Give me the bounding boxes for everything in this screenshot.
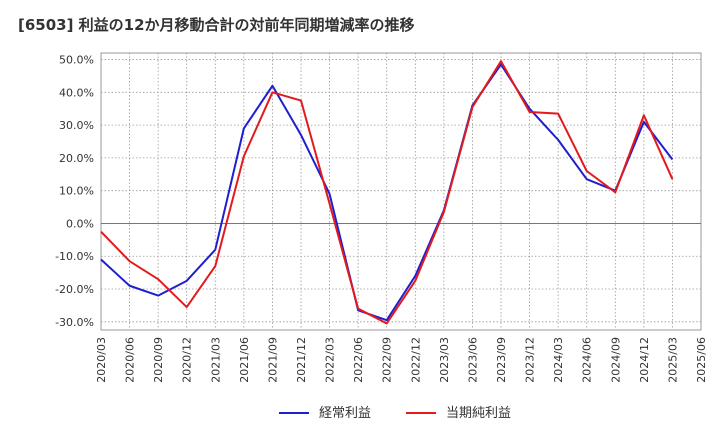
- legend-label-1: 経常利益: [319, 406, 371, 421]
- y-tick-label: 20.0%: [59, 152, 94, 165]
- series-layer: [100, 60, 674, 325]
- x-tick-label: 2021/06: [238, 337, 251, 383]
- y-tick-label: -30.0%: [55, 316, 94, 329]
- grid-layer: [100, 52, 702, 331]
- x-tick-label: 2023/03: [438, 337, 451, 383]
- axis-layer: -30.0% -20.0% -10.0% 0.0% 10.0% 20.0% 30.0% 40.…: [55, 54, 708, 383]
- x-tick-label: 2022/09: [381, 337, 394, 383]
- x-tick-label: 2025/03: [666, 337, 679, 383]
- x-tick-label: 2024/12: [638, 337, 651, 383]
- y-tick-label: -10.0%: [55, 250, 94, 263]
- y-tick-label: 50.0%: [59, 54, 94, 67]
- x-tick-label: 2022/06: [352, 337, 365, 383]
- legend-label-2: 当期純利益: [446, 406, 511, 421]
- chart-title: [6503] 利益の12か月移動合計の対前年同期増減率の推移: [18, 16, 415, 34]
- x-tick-label: 2021/03: [209, 337, 222, 383]
- x-tick-label: 2021/09: [266, 337, 279, 383]
- x-tick-label: 2020/06: [124, 337, 137, 383]
- x-tick-label: 2023/06: [466, 337, 479, 383]
- series-line-2: [100, 60, 674, 325]
- x-tick-label: 2024/06: [581, 337, 594, 383]
- y-tick-label: 30.0%: [59, 119, 94, 132]
- y-tick-label: -20.0%: [55, 283, 94, 296]
- x-tick-label: 2024/03: [552, 337, 565, 383]
- x-tick-label: 2025/06: [695, 337, 708, 383]
- x-tick-label: 2022/03: [324, 337, 337, 383]
- x-tick-label: 2023/09: [495, 337, 508, 383]
- x-tick-label: 2022/12: [409, 337, 422, 383]
- x-tick-label: 2020/09: [152, 337, 165, 383]
- y-tick-label: 10.0%: [59, 185, 94, 198]
- x-tick-label: 2024/09: [609, 337, 622, 383]
- legend: 経常利益 当期純利益: [279, 406, 511, 421]
- series-line-1: [100, 63, 674, 322]
- x-tick-label: 2020/03: [95, 337, 108, 383]
- y-tick-label: 40.0%: [59, 86, 94, 99]
- x-tick-label: 2021/12: [295, 337, 308, 383]
- plot-frame: [100, 52, 702, 331]
- x-tick-label: 2020/12: [181, 337, 194, 383]
- y-tick-label: 0.0%: [66, 217, 94, 230]
- x-tick-label: 2023/12: [524, 337, 537, 383]
